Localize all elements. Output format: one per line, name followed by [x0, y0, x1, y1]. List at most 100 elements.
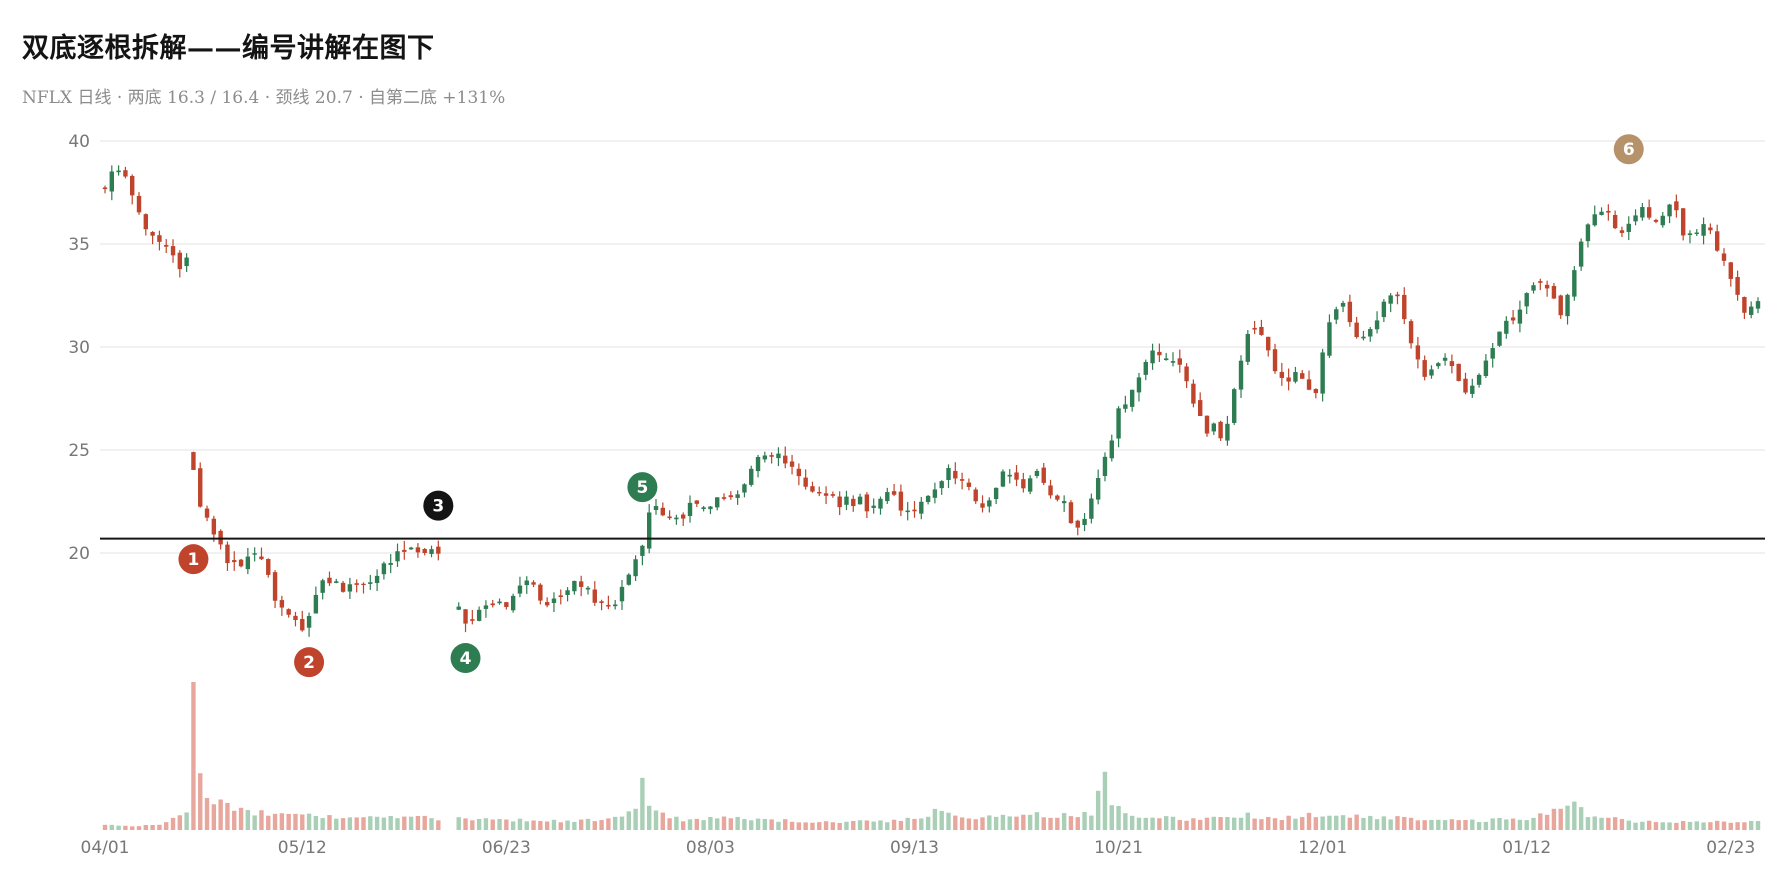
- candle: [327, 571, 332, 586]
- volume-bar: [681, 821, 686, 830]
- candle: [1061, 495, 1067, 512]
- volume-bar: [1470, 819, 1475, 830]
- volume-bar: [1735, 822, 1740, 830]
- volume-bar: [476, 818, 482, 830]
- volume-bar: [1565, 805, 1570, 830]
- volume-bar: [1476, 822, 1482, 830]
- x-tick-label: 06/23: [482, 838, 531, 858]
- volume-bar: [1497, 817, 1502, 830]
- candle: [1109, 434, 1114, 462]
- volume-bar: [1089, 815, 1094, 830]
- volume-bar: [1538, 813, 1543, 830]
- volume-bar: [1422, 820, 1427, 830]
- volume-bar: [823, 821, 829, 830]
- candle: [340, 581, 346, 593]
- volume-bar: [1014, 816, 1019, 830]
- candle: [320, 578, 325, 600]
- candle: [1320, 348, 1325, 402]
- candle: [905, 502, 910, 521]
- candle: [293, 611, 298, 627]
- candle: [626, 573, 631, 586]
- candle: [1395, 291, 1400, 305]
- candle: [844, 490, 849, 511]
- volume-bar: [701, 820, 706, 830]
- candle: [1463, 372, 1468, 395]
- candle: [1449, 354, 1455, 374]
- candle: [1415, 337, 1421, 369]
- grid-lines: [100, 140, 1765, 554]
- chart-title: 双底逐根拆解——编号讲解在图下: [22, 33, 435, 64]
- volume-bar: [755, 818, 761, 830]
- volume-bar: [1068, 816, 1074, 830]
- annotation-label: 6: [1623, 140, 1635, 160]
- volume-bar: [905, 817, 910, 830]
- y-axis-ticks: 40 35 30 25 20: [68, 132, 90, 564]
- candle: [463, 609, 468, 633]
- volume-bar: [667, 818, 672, 830]
- volume-bar: [279, 813, 285, 830]
- candle: [885, 487, 890, 504]
- volume-bar: [687, 819, 693, 830]
- candle: [551, 592, 557, 613]
- volume-bar: [1708, 822, 1713, 830]
- volume-bar: [198, 773, 203, 830]
- volume-bar: [851, 821, 856, 830]
- volume-bar: [987, 815, 992, 830]
- volume-bar: [524, 821, 529, 830]
- candle: [130, 174, 135, 205]
- volume-bar: [218, 799, 223, 830]
- volume-bar: [1354, 814, 1359, 830]
- volume-bar: [497, 818, 502, 830]
- candle: [1163, 352, 1169, 361]
- candle: [1055, 494, 1060, 502]
- annotation-marker: 1: [178, 544, 209, 575]
- candle: [572, 580, 577, 595]
- annotation-label: 4: [460, 649, 472, 669]
- volume-bar: [619, 816, 625, 830]
- x-tick-label: 09/13: [890, 838, 939, 858]
- candle: [429, 545, 434, 558]
- candle: [1361, 330, 1366, 341]
- volume-bar: [130, 826, 135, 830]
- volume-bar: [150, 825, 155, 830]
- candle: [225, 541, 230, 571]
- annotation-marker: 4: [450, 643, 481, 674]
- volume-bar: [1334, 815, 1339, 830]
- volume-bar: [1252, 818, 1257, 830]
- volume-bar: [912, 818, 917, 830]
- candle: [776, 447, 781, 467]
- volume-bar: [891, 819, 897, 830]
- candle: [510, 593, 516, 613]
- volume-bar: [1116, 806, 1121, 830]
- volume-bar: [1041, 817, 1046, 830]
- volume-bar: [245, 810, 251, 830]
- candle: [504, 601, 509, 610]
- volume-bar: [721, 816, 727, 830]
- volume-bar: [184, 812, 189, 830]
- candle: [123, 166, 128, 179]
- volume-bar: [1232, 817, 1237, 830]
- candle: [878, 496, 883, 515]
- volume-bar: [306, 813, 312, 830]
- candle: [891, 484, 897, 497]
- volume-bar: [1381, 816, 1387, 830]
- volume-bar: [565, 820, 570, 830]
- volume-bar: [544, 821, 550, 830]
- volume-bar: [123, 825, 128, 830]
- candle: [1490, 342, 1495, 368]
- volume-bar: [1238, 817, 1244, 830]
- candle: [170, 239, 176, 263]
- candle: [1286, 368, 1291, 391]
- volume-bar: [919, 818, 924, 830]
- volume-bar: [1170, 816, 1176, 830]
- volume-bar: [1463, 820, 1468, 830]
- volume-bar: [456, 817, 461, 830]
- volume-bar: [238, 807, 244, 830]
- volume-bar: [1592, 816, 1597, 830]
- candle: [1170, 352, 1176, 367]
- candle: [1442, 353, 1448, 366]
- candle: [687, 495, 693, 523]
- candle: [1599, 207, 1604, 216]
- candle: [266, 558, 271, 578]
- candle: [728, 491, 734, 500]
